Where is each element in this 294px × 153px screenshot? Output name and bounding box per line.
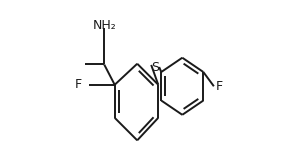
Text: S: S <box>151 61 159 74</box>
Text: F: F <box>75 78 82 91</box>
Text: NH₂: NH₂ <box>92 19 116 32</box>
Text: F: F <box>215 80 223 93</box>
